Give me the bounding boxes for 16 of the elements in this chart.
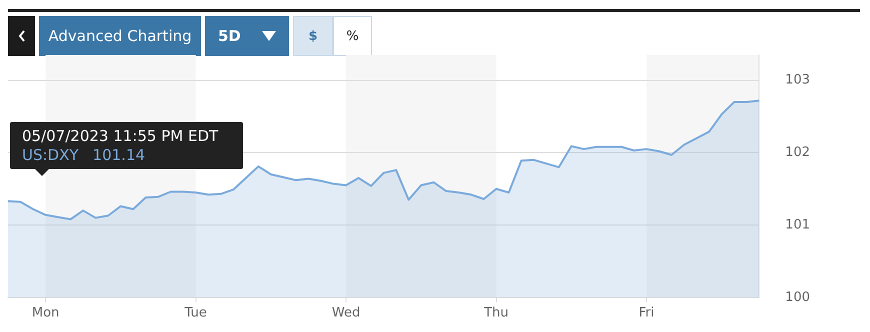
annotation: US:DXY [22, 146, 79, 164]
y-tick-label: 100 [785, 290, 810, 305]
x-tick-label: Tue [184, 306, 207, 321]
text: % [333, 16, 372, 56]
text: Advanced Charting [39, 16, 201, 56]
y-tick-label: 103 [785, 72, 810, 88]
annotation: 05/07/2023 11:55 PM EDT [22, 127, 220, 146]
text: 5D [205, 16, 289, 56]
y-tick-label: 102 [785, 145, 810, 160]
x-tick-label: Mon [32, 306, 60, 321]
text: $ [293, 16, 333, 56]
x-tick-label: Thu [483, 306, 508, 321]
x-tick-label: Wed [332, 306, 360, 321]
x-tick-label: Fri [638, 306, 654, 321]
y-tick-label: 101 [785, 217, 810, 232]
annotation: 101.14 [92, 146, 146, 164]
